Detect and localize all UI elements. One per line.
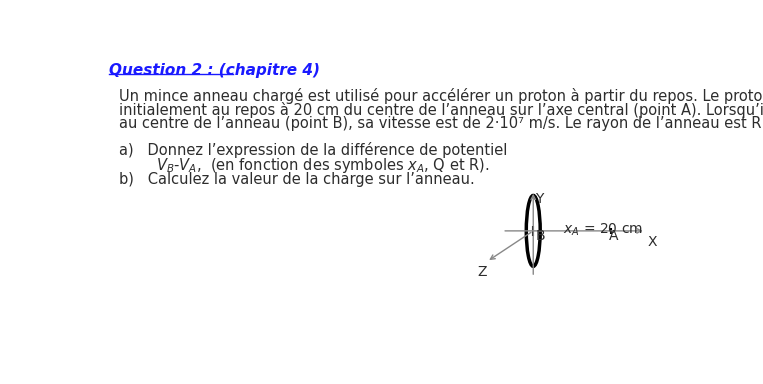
Text: $x_A$ = 20 cm: $x_A$ = 20 cm — [562, 222, 642, 238]
Text: $V_B$-$V_A$,  (en fonction des symboles $x_A$, Q et R).: $V_B$-$V_A$, (en fonction des symboles $… — [156, 156, 489, 175]
Text: initialement au repos à 20 cm du centre de l’anneau sur l’axe central (point A).: initialement au repos à 20 cm du centre … — [118, 102, 763, 118]
Text: Un mince anneau chargé est utilisé pour accélérer un proton à partir du repos. L: Un mince anneau chargé est utilisé pour … — [118, 88, 763, 104]
Text: Z: Z — [478, 265, 487, 279]
Text: B: B — [536, 228, 546, 243]
Text: a)   Donnez l’expression de la différence de potentiel: a) Donnez l’expression de la différence … — [118, 142, 507, 158]
Text: b)   Calculez la valeur de la charge sur l’anneau.: b) Calculez la valeur de la charge sur l… — [118, 172, 475, 187]
Text: X: X — [648, 235, 658, 250]
Text: Question 2 : (chapitre 4): Question 2 : (chapitre 4) — [109, 63, 320, 78]
Text: A: A — [608, 228, 618, 243]
Text: au centre de l’anneau (point B), sa vitesse est de 2·10⁷ m/s. Le rayon de l’anne: au centre de l’anneau (point B), sa vite… — [118, 116, 763, 131]
Text: Y: Y — [536, 192, 544, 206]
